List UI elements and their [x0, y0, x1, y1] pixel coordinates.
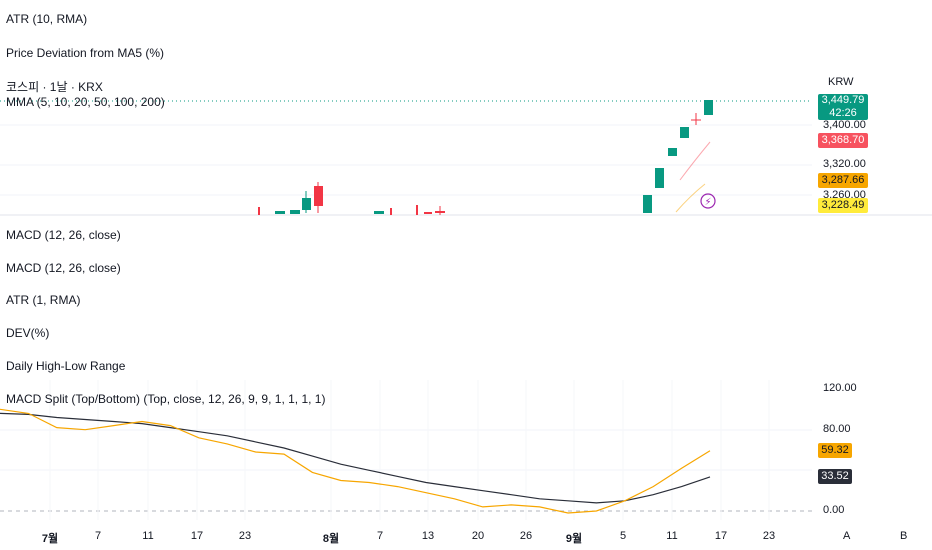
last-price-tag: 3,449.79 42:26 [818, 94, 868, 120]
indicator-label-daily-range[interactable]: Daily High-Low Range [6, 359, 126, 373]
last-price-value: 3,449.79 [821, 94, 865, 106]
countdown-timer: 42:26 [829, 107, 857, 119]
candle [275, 211, 285, 214]
macd-tick: 120.00 [823, 382, 857, 394]
time-tick: 13 [421, 530, 435, 542]
time-tick: 17 [190, 530, 204, 542]
candle [314, 186, 323, 206]
candle [643, 195, 652, 213]
candle [290, 210, 300, 214]
lightning-icon [700, 193, 716, 209]
time-tick: 7 [376, 530, 384, 542]
ma-price-tag: 3,287.66 [818, 173, 868, 188]
log-scale-button[interactable]: B [900, 530, 908, 542]
candle [424, 212, 432, 214]
price-tick: 3,400.00 [823, 119, 866, 131]
candle [390, 208, 392, 215]
time-tick: 20 [471, 530, 485, 542]
time-tick: 26 [519, 530, 533, 542]
ma-price-tag: 3,228.49 [818, 198, 868, 213]
candle [704, 100, 713, 115]
candle [258, 207, 260, 215]
candle [374, 211, 384, 214]
macd-tick: 80.00 [823, 423, 851, 435]
candles: ⚡ [258, 100, 716, 215]
indicator-label-macd-split[interactable]: MACD Split (Top/Bottom) (Top, close, 12,… [6, 392, 326, 406]
time-tick: 23 [238, 530, 252, 542]
candle [302, 198, 311, 210]
time-tick: 17 [714, 530, 728, 542]
indicator-label-mma[interactable]: MMA (5, 10, 20, 50, 100, 200) [6, 95, 165, 109]
svg-text:⚡: ⚡ [704, 197, 711, 208]
time-tick: 7 [94, 530, 102, 542]
currency-label[interactable]: KRW [828, 76, 854, 88]
candle [655, 168, 664, 188]
macd-value-tag: 33.52 [818, 469, 852, 484]
indicator-label-macd[interactable]: MACD (12, 26, close) [6, 228, 121, 242]
time-tick: 9월 [565, 533, 583, 545]
auto-scale-button[interactable]: A [843, 530, 851, 542]
candle [435, 211, 445, 213]
time-tick: 5 [619, 530, 627, 542]
ma-price-tag: 3,368.70 [818, 133, 868, 148]
indicator-label-atr[interactable]: ATR (1, RMA) [6, 293, 81, 307]
macd-line [0, 412, 711, 504]
candle [680, 127, 689, 138]
indicator-label-dev[interactable]: DEV(%) [6, 326, 50, 340]
price-tick: 3,320.00 [823, 158, 866, 170]
indicator-label-atr[interactable]: ATR (10, RMA) [6, 12, 88, 26]
signal-line [0, 408, 711, 514]
candle [416, 205, 418, 215]
indicator-label-price-deviation[interactable]: Price Deviation from MA5 (%) [6, 46, 165, 60]
time-tick: 11 [666, 530, 678, 542]
indicator-label-macd[interactable]: MACD (12, 26, close) [6, 261, 121, 275]
macd-tick: 0.00 [823, 504, 845, 516]
time-tick: 7월 [41, 533, 59, 545]
time-tick: 8월 [322, 533, 340, 545]
symbol-title[interactable]: 코스피 · 1날 · KRX [6, 80, 103, 94]
time-tick: 23 [762, 530, 776, 542]
macd-lines [0, 408, 711, 514]
time-tick: 11 [142, 530, 154, 542]
ma-line [679, 141, 711, 181]
ma-line [675, 183, 706, 213]
candle [668, 148, 677, 156]
signal-value-tag: 59.32 [818, 443, 852, 458]
